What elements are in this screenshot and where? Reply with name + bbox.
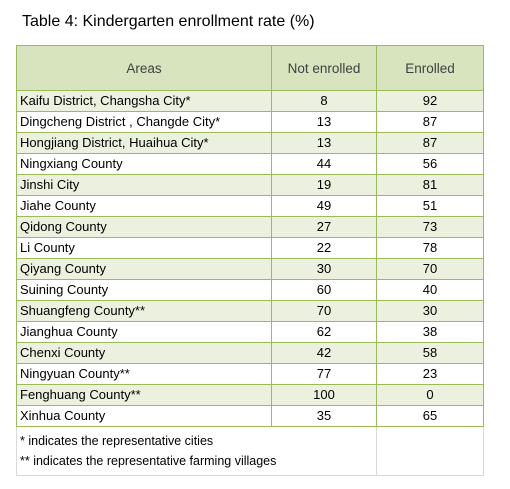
table-header: Areas Not enrolled Enrolled	[16, 45, 484, 91]
cell-enrolled: 81	[376, 174, 484, 196]
cell-enrolled: 70	[376, 258, 484, 280]
cell-enrolled: 78	[376, 237, 484, 259]
cell-area: Suining County	[16, 279, 272, 301]
column-header-areas: Areas	[16, 45, 272, 91]
table-footer: * indicates the representative cities **…	[16, 426, 484, 476]
cell-not-enrolled: 77	[271, 363, 377, 385]
table-row: Ningxiang County 44 56	[16, 153, 484, 175]
notes-row: * indicates the representative cities **…	[16, 426, 484, 476]
cell-enrolled: 73	[376, 216, 484, 238]
table-row: Qiyang County 30 70	[16, 258, 484, 280]
cell-enrolled: 87	[376, 132, 484, 154]
cell-area: Kaifu District, Changsha City*	[16, 90, 272, 112]
table-row: Li County 22 78	[16, 237, 484, 259]
header-row: Areas Not enrolled Enrolled	[16, 45, 484, 91]
table-row: Jiahe County 49 51	[16, 195, 484, 217]
cell-not-enrolled: 70	[271, 300, 377, 322]
cell-area: Ningxiang County	[16, 153, 272, 175]
cell-area: Shuangfeng County**	[16, 300, 272, 322]
table-row: Hongjiang District, Huaihua City* 13 87	[16, 132, 484, 154]
cell-area: Ningyuan County**	[16, 363, 272, 385]
table-row: Xinhua County 35 65	[16, 405, 484, 427]
note-representative-cities: * indicates the representative cities	[20, 434, 214, 448]
cell-not-enrolled: 62	[271, 321, 377, 343]
table-body: Kaifu District, Changsha City* 8 92 Dingche…	[16, 90, 484, 427]
cell-area: Qidong County	[16, 216, 272, 238]
cell-not-enrolled: 30	[271, 258, 377, 280]
cell-area: Hongjiang District, Huaihua City*	[16, 132, 272, 154]
enrollment-table: Areas Not enrolled Enrolled Kaifu Distri…	[16, 45, 484, 476]
table-row: Jianghua County 62 38	[16, 321, 484, 343]
table-row: Shuangfeng County** 70 30	[16, 300, 484, 322]
column-header-not-enrolled: Not enrolled	[271, 45, 377, 91]
cell-not-enrolled: 49	[271, 195, 377, 217]
cell-enrolled: 58	[376, 342, 484, 364]
cell-area: Fenghuang County**	[16, 384, 272, 406]
cell-not-enrolled: 13	[271, 111, 377, 133]
cell-area: Dingcheng District , Changde City*	[16, 111, 272, 133]
table-row: Fenghuang County** 100 0	[16, 384, 484, 406]
cell-area: Jiahe County	[16, 195, 272, 217]
cell-not-enrolled: 22	[271, 237, 377, 259]
cell-enrolled: 92	[376, 90, 484, 112]
column-header-enrolled: Enrolled	[376, 45, 484, 91]
table-row: Kaifu District, Changsha City* 8 92	[16, 90, 484, 112]
table-row: Suining County 60 40	[16, 279, 484, 301]
cell-enrolled: 23	[376, 363, 484, 385]
cell-enrolled: 56	[376, 153, 484, 175]
cell-enrolled: 65	[376, 405, 484, 427]
table-row: Chenxi County 42 58	[16, 342, 484, 364]
cell-area: Jianghua County	[16, 321, 272, 343]
cell-area: Xinhua County	[16, 405, 272, 427]
cell-area: Jinshi City	[16, 174, 272, 196]
cell-enrolled: 30	[376, 300, 484, 322]
table-row: Ningyuan County** 77 23	[16, 363, 484, 385]
cell-enrolled: 40	[376, 279, 484, 301]
cell-enrolled: 38	[376, 321, 484, 343]
cell-enrolled: 0	[376, 384, 484, 406]
cell-area: Li County	[16, 237, 272, 259]
cell-area: Chenxi County	[16, 342, 272, 364]
notes-empty-cell	[376, 426, 484, 476]
table-row: Qidong County 27 73	[16, 216, 484, 238]
notes-cell: * indicates the representative cities **…	[16, 426, 377, 476]
table-title: Table 4: Kindergarten enrollment rate (%…	[22, 13, 315, 30]
cell-not-enrolled: 42	[271, 342, 377, 364]
cell-not-enrolled: 100	[271, 384, 377, 406]
table-row: Dingcheng District , Changde City* 13 87	[16, 111, 484, 133]
note-representative-villages: ** indicates the representative farming …	[20, 454, 277, 468]
cell-not-enrolled: 60	[271, 279, 377, 301]
cell-enrolled: 87	[376, 111, 484, 133]
cell-not-enrolled: 19	[271, 174, 377, 196]
cell-not-enrolled: 8	[271, 90, 377, 112]
cell-not-enrolled: 35	[271, 405, 377, 427]
cell-not-enrolled: 44	[271, 153, 377, 175]
cell-area: Qiyang County	[16, 258, 272, 280]
cell-not-enrolled: 13	[271, 132, 377, 154]
cell-not-enrolled: 27	[271, 216, 377, 238]
table-row: Jinshi City 19 81	[16, 174, 484, 196]
cell-enrolled: 51	[376, 195, 484, 217]
